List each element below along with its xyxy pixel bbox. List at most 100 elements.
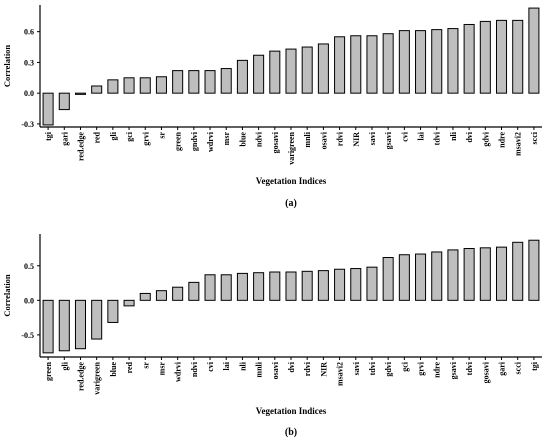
panel-b-bar-rdvi bbox=[301, 270, 313, 301]
panel-a-bar-ndre bbox=[495, 19, 508, 94]
panel-a-bar-cvi bbox=[398, 30, 410, 94]
panel-b-bar-wdrvi bbox=[172, 286, 184, 301]
panel-a-x-tick-label: lai bbox=[417, 131, 426, 140]
panel-b-bar-gli bbox=[58, 299, 70, 352]
panel-a-bar-gosavi bbox=[269, 50, 281, 94]
panel-a-x-tick-label: gdvi bbox=[481, 131, 490, 146]
panel-b-x-tick-label: nli bbox=[238, 361, 247, 371]
panel-b-x-tick-label: gosavi bbox=[481, 361, 490, 383]
panel-b-bar-msr bbox=[155, 290, 167, 301]
panel-b-x-tick-label: green bbox=[44, 361, 53, 381]
panel-b-y-tick-label: 0.5 bbox=[24, 262, 34, 271]
panel-b-x-tick-label: gari bbox=[498, 361, 507, 376]
panel-a-bar-rdvi bbox=[334, 36, 346, 94]
panel-b-bar-lai bbox=[220, 274, 232, 301]
panel-a-x-tick-label: blue bbox=[238, 132, 247, 147]
panel-b-x-tick-label: tgi bbox=[530, 361, 539, 371]
panel-a-bar-nli bbox=[447, 28, 459, 94]
panel-b-bar-grvi bbox=[415, 253, 427, 301]
panel-a-x-tick-label: dvi bbox=[465, 131, 474, 142]
panel-b-bar-cvi bbox=[204, 274, 216, 301]
panel-b-y-tick-label: 0.0 bbox=[24, 296, 34, 305]
panel-a-x-tick-label: ndre bbox=[498, 132, 507, 148]
panel-b-bar-ndre bbox=[431, 251, 443, 301]
panel-a-y-tick-label: 0.6 bbox=[24, 28, 34, 37]
panel-b-x-tick-label: osavi bbox=[271, 361, 280, 379]
panel-b-bar-red-edge bbox=[74, 299, 87, 350]
panel-a-x-tick-label: osavi bbox=[319, 131, 328, 149]
panel-b-x-tick-label: NIR bbox=[319, 362, 328, 377]
panel-b-bar-ndvi bbox=[188, 281, 200, 301]
panel-a-x-tick-label: varigreen bbox=[287, 131, 296, 164]
panel-a-bar-tgi bbox=[42, 92, 54, 126]
panel-b-bar-tdvi bbox=[366, 266, 378, 301]
panel-a-x-tick-label: gosavi bbox=[271, 131, 280, 153]
panel-a-bar-ndvi bbox=[253, 54, 265, 94]
panel-b-x-tick-label: rdvi bbox=[303, 361, 312, 376]
panel-a-y-tick-label: 0.0 bbox=[24, 89, 34, 98]
panel-b-bar-tgi bbox=[528, 239, 540, 301]
panel-a-x-tick-label: nli bbox=[449, 131, 458, 141]
panel-a-bar-red bbox=[91, 85, 103, 94]
panel-b-bar-mnli bbox=[253, 272, 265, 301]
panel-a-x-tick-label: gci bbox=[125, 131, 134, 142]
panel-b-bar-gci bbox=[398, 254, 410, 301]
panel-b-y-tick-label: -0.5 bbox=[21, 331, 34, 340]
panel-a-x-tick-label: scci bbox=[530, 131, 539, 144]
panel-b-bar-dvi bbox=[285, 271, 297, 301]
panel-a-x-tick-label: gndvi bbox=[190, 131, 199, 151]
panel-b-x-tick-label: tdvi bbox=[465, 361, 474, 375]
panel-b-x-tick-label: grvi bbox=[417, 361, 426, 376]
panel-a-bar-gari bbox=[58, 92, 70, 111]
panel-b-bar-nli bbox=[236, 272, 248, 301]
panel-b-bar-gsavi bbox=[447, 249, 459, 301]
panel-b-bar-red bbox=[123, 299, 135, 307]
panel-a-x-tick-label: rdvi bbox=[336, 131, 345, 146]
panel-a-x-tick-label: sr bbox=[157, 132, 166, 139]
panel-b-x-tick-label: ndre bbox=[433, 362, 442, 378]
panel-b-x-tick-label: gli bbox=[60, 361, 69, 370]
panel-a-x-tick-label: grvi bbox=[141, 131, 150, 146]
panel-a-x-tick-label: NIR bbox=[352, 132, 361, 147]
panel-a-x-tick-label: mnli bbox=[303, 131, 312, 147]
panel-b-x-tick-label: gci bbox=[400, 361, 409, 372]
panel-a-bar-msr bbox=[220, 68, 232, 94]
panel-b-panel-label: (b) bbox=[285, 427, 297, 438]
panel-a-x-tick-label: green bbox=[174, 131, 183, 151]
panel-a-bar-gsavi bbox=[382, 33, 394, 94]
panel-b-x-tick-label: gsavi bbox=[449, 361, 458, 379]
panel-a-x-tick-label: wdrvi bbox=[206, 131, 215, 152]
panel-b-x-tick-label: red.edge bbox=[76, 362, 85, 391]
panel-a-x-tick-label: ndvi bbox=[255, 131, 264, 147]
panel-b-bar-green bbox=[42, 299, 54, 354]
panel-a-bar-gdvi bbox=[479, 20, 491, 94]
panel-b-x-tick-label: msr bbox=[157, 362, 166, 376]
panel-b-bar-msavi2 bbox=[334, 268, 346, 301]
panel-b-x-tick-label: msavi2 bbox=[336, 362, 345, 386]
panel-b-y-axis-title: Correlation bbox=[2, 274, 12, 317]
panel-a-bar-grvi bbox=[139, 77, 151, 94]
panel-a-x-tick-label: gari bbox=[60, 131, 69, 146]
panel-a-y-axis-title: Correlation bbox=[2, 45, 12, 88]
panel-a-x-tick-label: savi bbox=[368, 131, 377, 145]
panel-b-bar-tdvi bbox=[463, 248, 475, 301]
panel-a-bar-red-edge bbox=[74, 92, 87, 95]
panel-a-x-tick-label: msavi2 bbox=[514, 132, 523, 156]
panel-b-x-tick-label: cvi bbox=[206, 361, 215, 372]
panel-b-bar-gosavi bbox=[479, 247, 491, 301]
panel-b-x-tick-label: blue bbox=[109, 362, 118, 377]
panel-a-y-tick-label: 0.3 bbox=[24, 58, 34, 67]
panel-a-x-tick-label: tdvi bbox=[433, 131, 442, 145]
panel-b-bar-scci bbox=[512, 241, 524, 301]
panel-a-bar-blue bbox=[236, 59, 248, 94]
panel-a-y-tick-label: -0.3 bbox=[21, 120, 34, 129]
panel-a-bar-savi bbox=[366, 35, 378, 94]
panel-b-x-tick-label: varigreen bbox=[93, 361, 102, 394]
panel-a-x-tick-label: msr bbox=[222, 132, 231, 146]
panel-a-x-tick-label: gsavi bbox=[384, 131, 393, 149]
panel-a-x-axis-title: Vegetation Indices bbox=[256, 176, 327, 186]
panel-a-bar-scci bbox=[528, 7, 540, 94]
panel-a-bar-wdrvi bbox=[204, 70, 216, 94]
